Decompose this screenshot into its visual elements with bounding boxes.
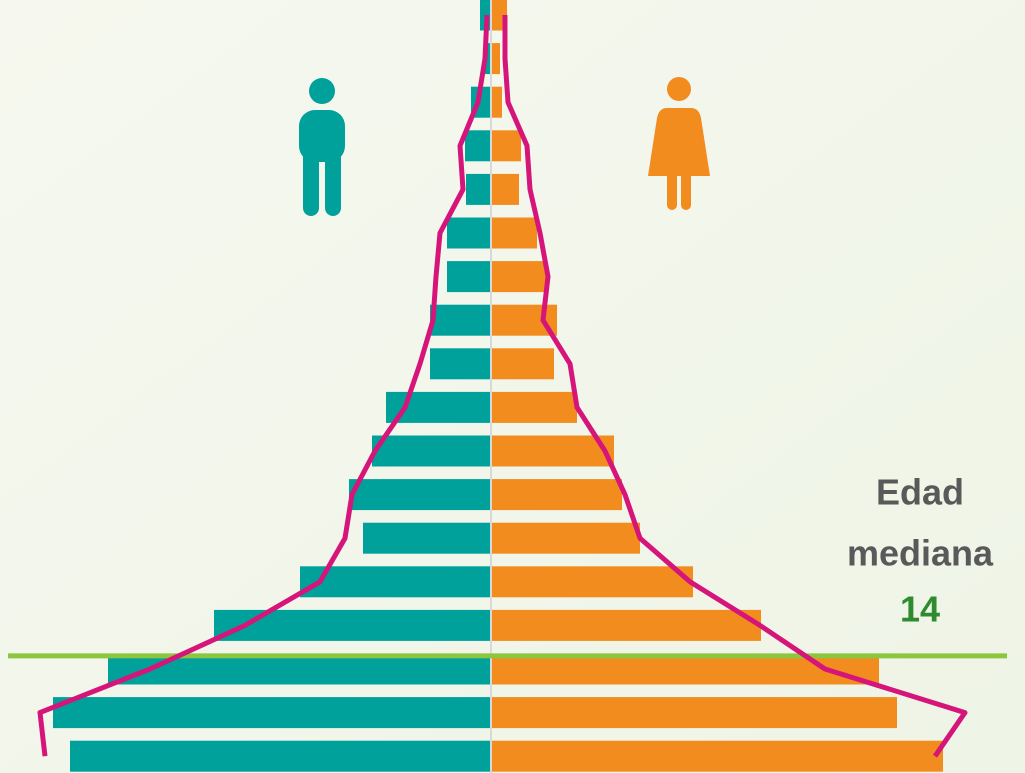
bar xyxy=(491,261,546,293)
bar xyxy=(491,609,761,641)
bar xyxy=(430,348,491,380)
bar xyxy=(363,522,491,554)
bar xyxy=(491,697,897,729)
bar xyxy=(491,173,519,205)
bar xyxy=(349,479,491,511)
bar xyxy=(491,522,640,554)
bars xyxy=(53,0,943,772)
bar xyxy=(491,435,614,467)
bar xyxy=(466,173,491,205)
overlay xyxy=(8,14,1007,758)
bar xyxy=(372,435,491,467)
bar xyxy=(491,566,693,598)
bar xyxy=(214,609,491,641)
reference-line xyxy=(502,15,968,758)
bar xyxy=(53,697,491,729)
bar xyxy=(491,348,554,380)
bar xyxy=(70,740,491,772)
reference-line xyxy=(37,14,490,757)
female-icon xyxy=(648,77,710,210)
bar xyxy=(491,740,943,772)
bar xyxy=(491,130,521,162)
bar xyxy=(491,43,500,75)
bar xyxy=(300,566,491,598)
male-icon xyxy=(299,78,345,216)
bar xyxy=(430,304,491,336)
bar xyxy=(491,391,577,423)
bar xyxy=(491,217,537,249)
bar xyxy=(491,653,879,685)
bar xyxy=(465,130,491,162)
median-label: mediana xyxy=(847,533,994,574)
median-value: 14 xyxy=(900,589,940,630)
median-label: Edad xyxy=(876,472,964,513)
bar xyxy=(386,391,491,423)
bar xyxy=(485,43,491,75)
bar xyxy=(491,86,502,118)
bar xyxy=(447,217,491,249)
bar xyxy=(447,261,491,293)
bar xyxy=(491,479,622,511)
